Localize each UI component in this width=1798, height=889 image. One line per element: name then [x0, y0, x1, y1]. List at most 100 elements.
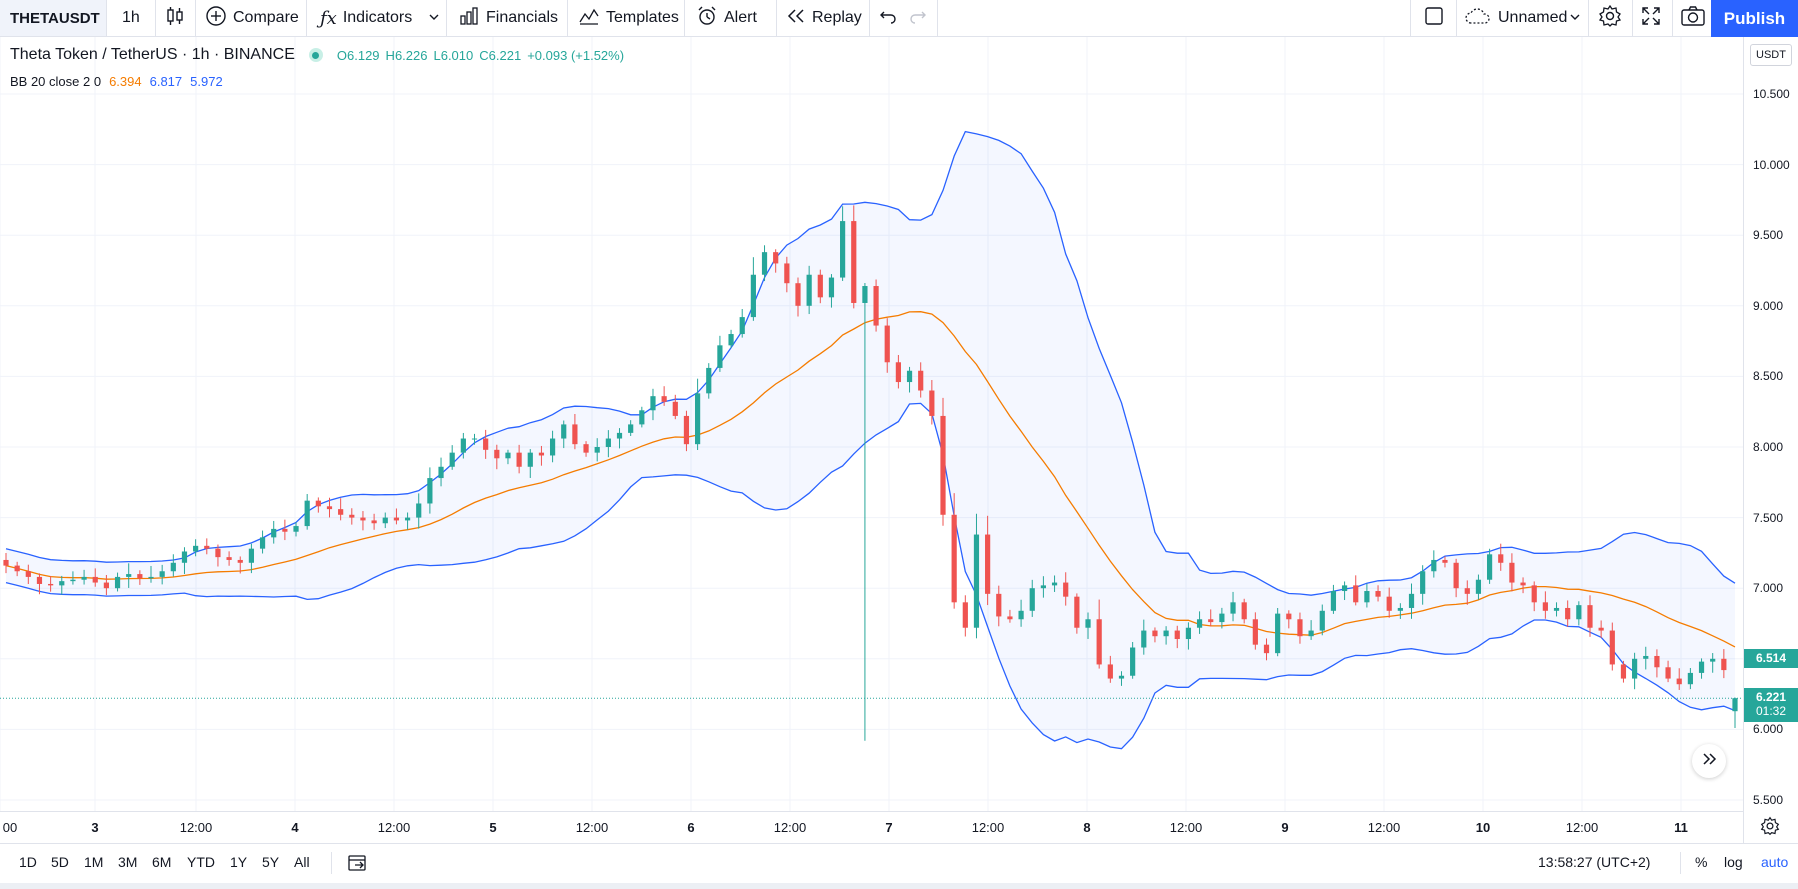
divider	[306, 0, 307, 36]
candle-up	[628, 424, 634, 433]
symbol-label: THETAUSDT	[10, 9, 100, 27]
candle-up	[1710, 658, 1716, 662]
candle-down	[1286, 613, 1292, 620]
divider	[331, 852, 332, 874]
redo-button[interactable]	[909, 0, 933, 36]
fullscreen-button[interactable]	[1640, 0, 1668, 36]
clock-timezone[interactable]: 13:58:27 (UTC+2)	[1538, 854, 1651, 870]
candle-down	[683, 415, 690, 445]
templates-label: Templates	[606, 9, 679, 26]
alert-label: Alert	[724, 9, 757, 26]
templates-button[interactable]: Templates	[578, 0, 679, 36]
range-all-button[interactable]: All	[294, 854, 310, 870]
range-1d-button[interactable]: 1D	[19, 854, 37, 870]
candle-up	[59, 581, 65, 586]
range-ytd-button[interactable]: YTD	[187, 854, 215, 870]
time-axis[interactable]: 00 3 12:00 4 12:00 5 12:00 6 12:00 7 12:00 8 12:00 9 1…	[0, 811, 1743, 843]
time-tick-label: 12:00	[377, 820, 411, 835]
time-tick-label: 12:00	[971, 820, 1005, 835]
candle-up	[695, 393, 701, 445]
candle-up	[1219, 613, 1225, 623]
candle-up	[717, 345, 723, 368]
candle-down	[851, 221, 857, 303]
time-tick-label: 12:00	[1565, 820, 1599, 835]
candle-up	[1196, 619, 1203, 628]
indicator-legend[interactable]: BB 20 close 2 0 6.394 6.817 5.972	[10, 74, 231, 89]
financials-button[interactable]: Financials	[458, 0, 558, 36]
chart-type-button[interactable]	[165, 0, 191, 36]
candle-down	[1565, 607, 1571, 620]
go-to-date-button[interactable]	[347, 853, 369, 878]
layout-name-button[interactable]: Unnamed	[1464, 0, 1567, 36]
candle-down	[672, 401, 678, 416]
candle-up	[527, 452, 533, 467]
time-tick-label: 12:00	[773, 820, 807, 835]
indicator-name: BB 20 close 2 0	[10, 74, 102, 89]
divider	[195, 0, 196, 36]
candle-down	[1174, 630, 1180, 640]
candle-up	[828, 277, 835, 298]
settings-button[interactable]	[1598, 0, 1628, 36]
currency-badge[interactable]: USDT	[1750, 44, 1792, 66]
symbol-title[interactable]: Theta Token / TetherUS · 1h · BINANCE	[10, 46, 295, 63]
price-tick-label: 7.500	[1753, 510, 1784, 525]
divider	[776, 0, 777, 36]
double-chevron-right-icon	[1701, 752, 1717, 771]
candle-down	[25, 571, 31, 577]
replay-button[interactable]: Replay	[786, 0, 862, 36]
candle-down	[985, 534, 991, 594]
candle-down	[1464, 588, 1470, 594]
price-tick-label: 7.000	[1753, 581, 1784, 596]
compare-button[interactable]: Compare	[205, 0, 299, 36]
candle-up	[505, 452, 511, 459]
candle-down	[661, 396, 667, 402]
market-status-icon[interactable]	[308, 48, 323, 62]
candle-up	[1040, 585, 1046, 589]
candle-down	[1096, 619, 1102, 665]
select-layout-button[interactable]	[1424, 0, 1450, 36]
range-6m-button[interactable]: 6M	[152, 854, 172, 870]
range-1y-button[interactable]: 1Y	[230, 854, 248, 870]
bb-basis-price-tag: 6.514	[1744, 649, 1798, 668]
axis-settings-button[interactable]	[1760, 816, 1780, 841]
range-1m-button[interactable]: 1M	[84, 854, 104, 870]
ohlc-high-label: H	[385, 47, 395, 63]
rewind-icon	[786, 7, 812, 30]
time-tick-label: 11	[1674, 820, 1688, 835]
range-5y-button[interactable]: 5Y	[262, 854, 280, 870]
candle-up	[739, 317, 745, 335]
candle-down	[1152, 630, 1158, 637]
publish-button[interactable]: Publish	[1711, 0, 1798, 37]
candle-up	[594, 447, 600, 453]
alert-button[interactable]: Alert	[696, 0, 757, 36]
indicators-dropdown[interactable]	[428, 0, 446, 36]
candle-up	[561, 424, 567, 439]
scroll-to-realtime-button[interactable]	[1692, 744, 1726, 778]
range-3m-button[interactable]: 3M	[118, 854, 138, 870]
candle-up	[728, 334, 734, 346]
range-5d-button[interactable]: 5D	[51, 854, 69, 870]
interval-button[interactable]: 1h	[122, 0, 140, 36]
bb-basis-value: 6.394	[109, 74, 142, 89]
undo-button[interactable]	[879, 0, 903, 36]
candle-down	[1509, 562, 1515, 583]
divider	[1680, 852, 1681, 874]
layout-dropdown[interactable]	[1569, 0, 1587, 36]
time-tick-label: 5	[489, 820, 497, 835]
candle-down	[940, 415, 946, 515]
candle-up	[293, 526, 299, 532]
screenshot-button[interactable]	[1680, 0, 1712, 36]
candle-down	[516, 452, 522, 467]
ohlc-low-value: 6.010	[440, 47, 474, 63]
symbol-search-button[interactable]: THETAUSDT	[0, 0, 106, 36]
horizontal-scrollbar[interactable]	[0, 883, 1798, 889]
price-scale[interactable]: 10.500 10.000 9.500 9.000 8.500 8.000 7.500 7.0…	[1743, 37, 1798, 843]
auto-scale-toggle[interactable]: auto	[1761, 854, 1789, 870]
divider	[155, 0, 156, 36]
indicators-button[interactable]: ƒx Indicators	[320, 0, 412, 36]
price-chart[interactable]	[0, 37, 1743, 811]
candle-up	[761, 252, 768, 275]
bottom-toolbar: 1D 5D 1M 3M 6M YTD 1Y 5Y All 13:58:27 (U…	[0, 843, 1798, 883]
log-scale-toggle[interactable]: log	[1724, 854, 1743, 870]
percent-scale-toggle[interactable]: %	[1695, 854, 1708, 870]
